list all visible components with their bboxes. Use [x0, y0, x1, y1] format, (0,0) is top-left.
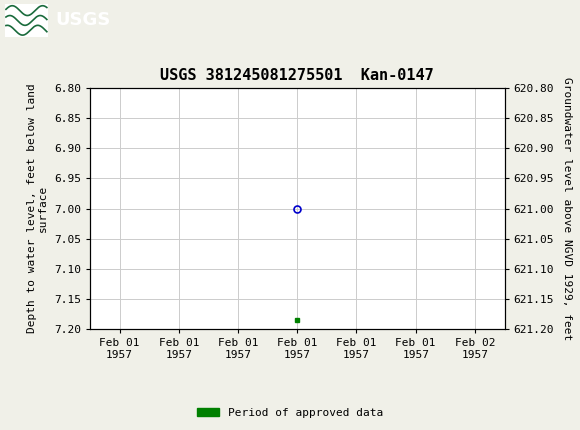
Legend: Period of approved data: Period of approved data — [193, 403, 387, 422]
FancyBboxPatch shape — [5, 4, 48, 37]
Y-axis label: Groundwater level above NGVD 1929, feet: Groundwater level above NGVD 1929, feet — [563, 77, 572, 340]
Text: USGS: USGS — [55, 12, 110, 29]
Title: USGS 381245081275501  Kan-0147: USGS 381245081275501 Kan-0147 — [161, 68, 434, 83]
Y-axis label: Depth to water level, feet below land
surface: Depth to water level, feet below land su… — [27, 84, 48, 333]
